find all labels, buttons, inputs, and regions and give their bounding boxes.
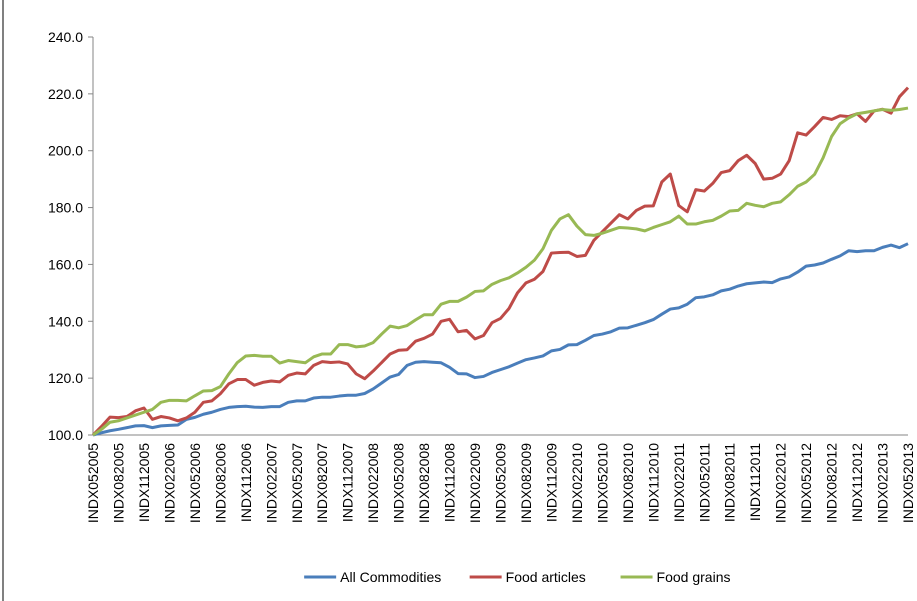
y-tick-label: 100.0 (48, 427, 83, 443)
x-tick-label: INDX022010 (569, 443, 585, 523)
x-tick-label: INDX112009 (543, 443, 559, 522)
x-tick-label: INDX112010 (645, 443, 661, 522)
x-tick-label: INDX052007 (289, 443, 305, 523)
x-tick-label: INDX052009 (493, 443, 509, 523)
series-line (92, 106, 909, 437)
x-tick-label: INDX022009 (467, 443, 483, 523)
series-line (91, 86, 910, 437)
y-tick-label: 220.0 (48, 86, 83, 102)
x-tick-label: INDX082005 (110, 443, 126, 523)
x-tick-label: INDX082008 (416, 443, 432, 523)
y-tick-label: 240.0 (48, 29, 83, 45)
x-tick-label: INDX112007 (340, 443, 356, 522)
x-tick-label: INDX082007 (314, 443, 330, 523)
x-tick-label: INDX112008 (442, 443, 458, 522)
y-tick-label: 200.0 (48, 143, 83, 159)
x-tick-label: INDX052005 (85, 443, 101, 523)
y-tick-label: 160.0 (48, 256, 83, 272)
legend-label: Food articles (506, 569, 586, 585)
x-tick-label: INDX022006 (161, 443, 177, 523)
x-tick-label: INDX022008 (365, 443, 381, 523)
y-tick-label: 180.0 (48, 200, 83, 216)
x-tick-label: INDX082011 (722, 443, 738, 522)
x-tick-label: INDX022013 (875, 443, 891, 523)
series-line (92, 242, 909, 437)
y-tick-label: 140.0 (48, 313, 83, 329)
x-tick-label: INDX052006 (187, 443, 203, 523)
x-tick-label: INDX052010 (594, 443, 610, 523)
x-tick-label: INDX052013 (900, 443, 916, 523)
x-tick-label: INDX082010 (620, 443, 636, 523)
x-tick-label: INDX052011 (696, 443, 712, 522)
x-tick-label: INDX082006 (212, 443, 228, 523)
x-tick-label: INDX112005 (136, 443, 152, 522)
x-tick-label: INDX052008 (391, 443, 407, 523)
legend-label: Food grains (657, 569, 731, 585)
legend-label: All Commodities (340, 569, 441, 585)
x-tick-label: INDX112012 (849, 443, 865, 522)
x-tick-label: INDX022012 (773, 443, 789, 523)
x-tick-label: INDX052012 (798, 443, 814, 523)
x-tick-label: INDX082012 (824, 443, 840, 523)
x-tick-label: INDX022007 (263, 443, 279, 523)
x-tick-label: INDX112011 (747, 443, 763, 521)
x-tick-label: INDX112006 (238, 443, 254, 522)
x-tick-label: INDX082009 (518, 443, 534, 523)
x-tick-label: INDX022011 (671, 443, 687, 522)
y-tick-label: 120.0 (48, 370, 83, 386)
